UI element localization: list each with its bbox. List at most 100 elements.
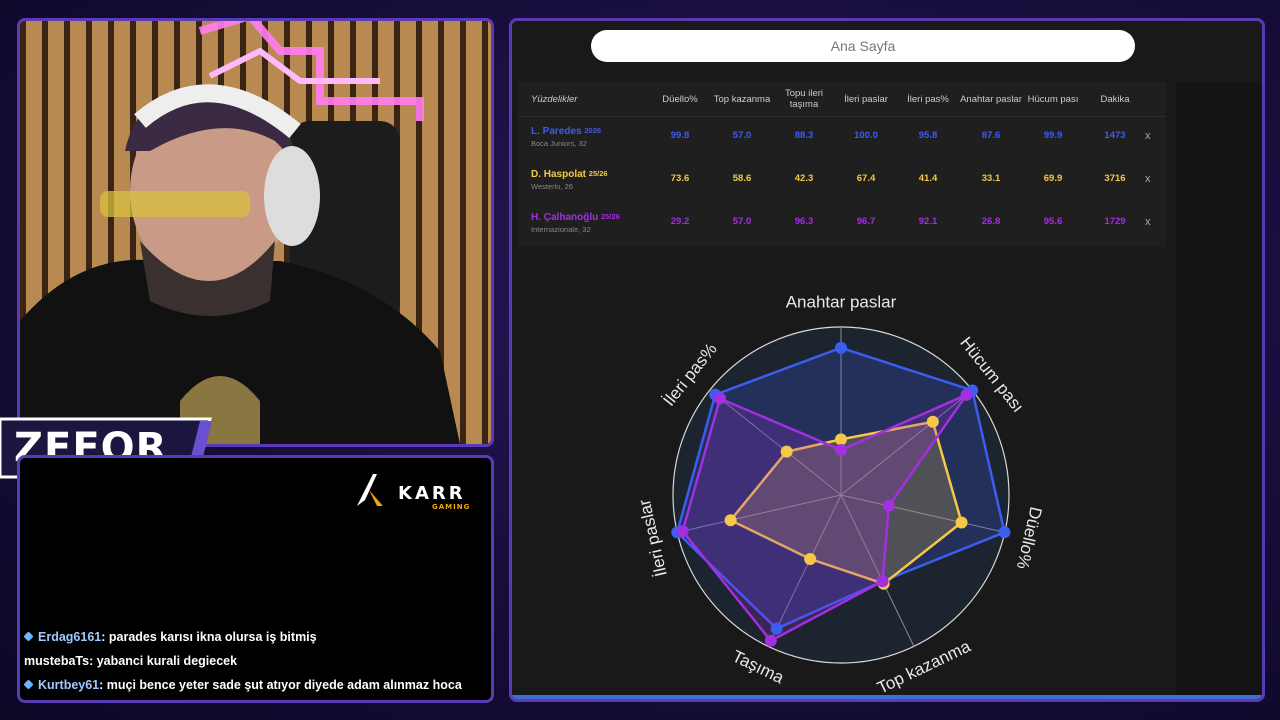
data-point: [955, 516, 968, 529]
axis-label: Taşıma: [729, 647, 787, 688]
table-cell: 41.4: [918, 173, 938, 184]
table-header: Yüzdelikler: [531, 93, 578, 105]
table-cell: 99.9: [1043, 130, 1063, 141]
percentile-table: Yüzdelikler Düello% Top kazanma Topu ileri …: [518, 82, 1166, 247]
table-cell: 87.6: [981, 130, 1001, 141]
data-point: [835, 433, 847, 446]
series-area: [728, 420, 963, 586]
chat-text: : yabanci kurali degiecek: [89, 654, 238, 668]
table-cell: 58.6: [732, 173, 752, 184]
table-cell: 57.0: [732, 216, 752, 227]
chat-panel: KARR GAMING Erdag6161: parades karısı ik…: [17, 455, 494, 703]
table-cell: 69.9: [1043, 173, 1063, 184]
table-header: Dakika: [1100, 93, 1130, 105]
table-cell: 1729: [1104, 216, 1126, 227]
data-point: [764, 634, 777, 647]
axis-label: Anahtar paslar: [786, 292, 897, 311]
data-point: [960, 388, 973, 401]
player-name: D. Haspolat 25/26: [531, 169, 608, 180]
stats-app: Ana Sayfa Yüzdelikler Düello% Top kazanma T…: [509, 18, 1265, 702]
table-cell: 67.4: [856, 173, 876, 184]
table-header: Düello%: [662, 93, 698, 105]
table-cell: 95.8: [918, 130, 938, 141]
season: 2026: [584, 126, 602, 135]
club: Westerlo, 26: [531, 182, 573, 191]
remove-button[interactable]: x: [1145, 173, 1151, 185]
chat-user: Erdag6161: [38, 630, 102, 644]
data-point: [926, 415, 939, 428]
chat-text: : parades karısı ikna olursa iş bitmiş: [101, 630, 317, 644]
table-cell: 42.3: [794, 173, 814, 184]
table-header: Hücum pası: [1027, 93, 1079, 105]
club: Boca Juniors, 32: [531, 139, 587, 148]
chat-line: Kurtbey61: muçi bence yeter sade şut atı…: [23, 678, 462, 692]
logo-icon: [357, 474, 383, 506]
data-point: [835, 443, 847, 456]
player-name: L. Paredes 2026: [531, 126, 601, 137]
table-cell: 3716: [1104, 173, 1126, 184]
data-point: [804, 553, 817, 566]
spoke: [840, 389, 973, 496]
table-cell: 1473: [1104, 130, 1126, 141]
series-area: [681, 391, 971, 643]
spoke: [767, 494, 842, 647]
season: 25/26: [601, 212, 620, 221]
chat-line: Erdag6161: parades karısı ikna olursa iş…: [23, 630, 317, 644]
remove-button[interactable]: x: [1145, 130, 1151, 142]
spoke: [840, 494, 1005, 533]
table-header: İleri paslar: [844, 93, 888, 105]
webcam: [17, 18, 494, 447]
header-rule: [518, 116, 1166, 117]
chat-text: : muçi bence yeter sade şut atıyor diyed…: [99, 678, 462, 692]
data-point: [770, 622, 783, 635]
bottom-bar: [512, 695, 1262, 699]
sub-badge: [23, 679, 34, 690]
logo-text: KARR: [398, 483, 466, 504]
player-name: H. Çalhanoğlu 25/26: [531, 212, 620, 223]
player-label: D. Haspolat: [531, 169, 587, 180]
club: Internazionale, 32: [531, 225, 591, 234]
chat-user: mustebaTs: [24, 654, 90, 668]
spoke: [709, 389, 842, 496]
data-point: [998, 526, 1011, 539]
chat-line: mustebaTs: yabanci kurali degiecek: [24, 654, 237, 668]
chat-user: Kurtbey61: [38, 678, 100, 692]
table-cell: 100.0: [854, 130, 878, 141]
sub-badge: [23, 631, 34, 642]
data-point: [676, 525, 689, 538]
player-label: L. Paredes: [531, 126, 582, 137]
spoke: [677, 494, 842, 533]
season: 25/26: [588, 169, 608, 178]
table-cell: 96.3: [794, 216, 814, 227]
table-header: Top kazanma: [713, 93, 771, 105]
table-cell: 26.8: [981, 216, 1001, 227]
table-cell: 96.7: [856, 216, 876, 227]
table-cell: 33.1: [981, 173, 1001, 184]
webcam-image: [20, 21, 491, 444]
data-point: [780, 445, 793, 458]
logo-subtitle: GAMING: [432, 503, 471, 511]
table-cell: 73.6: [670, 173, 690, 184]
player-label: H. Çalhanoğlu: [531, 212, 599, 223]
table-header: Topu ileri taşıma: [784, 88, 824, 110]
table-header: İleri pas%: [907, 93, 949, 105]
remove-button[interactable]: x: [1145, 216, 1151, 228]
data-point: [882, 499, 895, 512]
side-strip: [1176, 82, 1262, 699]
table-cell: 29.2: [670, 216, 690, 227]
search-bar[interactable]: Ana Sayfa: [591, 30, 1135, 62]
data-point: [714, 392, 727, 405]
table-cell: 88.3: [794, 130, 814, 141]
table-header: Anahtar paslar: [960, 93, 1022, 105]
table-cell: 57.0: [732, 130, 752, 141]
series-area: [675, 346, 1006, 631]
data-point: [724, 514, 737, 527]
table-cell: 92.1: [918, 216, 938, 227]
table-cell: 95.6: [1043, 216, 1063, 227]
spoke: [840, 494, 915, 647]
axis-label: İleri paslar: [635, 497, 671, 578]
table-cell: 99.8: [670, 130, 690, 141]
axis-label: Düello%: [1013, 505, 1046, 571]
